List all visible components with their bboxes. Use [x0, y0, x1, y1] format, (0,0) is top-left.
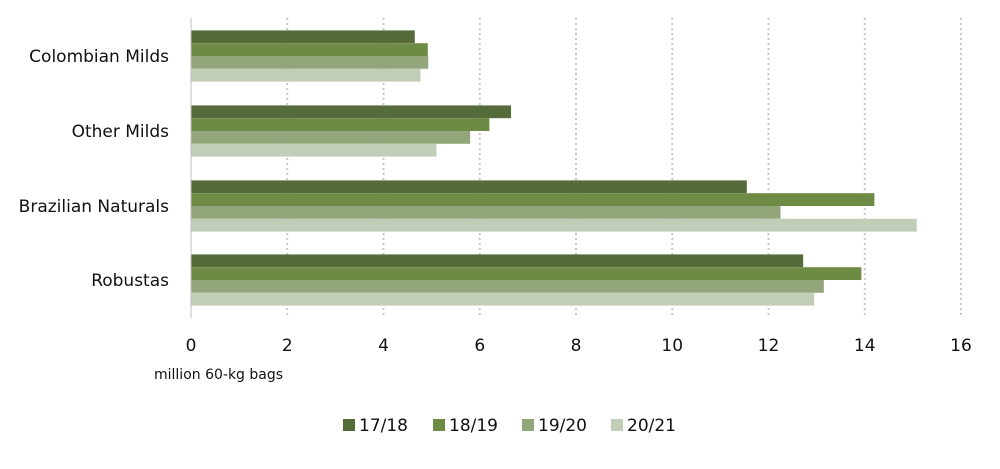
bar-other-milds-18-19: [191, 118, 490, 131]
x-axis-title: million 60-kg bags: [154, 367, 283, 383]
bar-robustas-18-19: [191, 267, 862, 280]
bar-other-milds-19-20: [191, 131, 471, 144]
bar-colombian-milds-20-21: [191, 68, 421, 82]
category-label-robustas: Robustas: [91, 271, 169, 291]
bar-brazilian-naturals-17-18: [191, 180, 747, 194]
category-label-colombian-milds: Colombian Milds: [29, 47, 169, 67]
x-tick-label-4: 4: [378, 336, 389, 356]
x-tick-label-10: 10: [661, 336, 683, 356]
x-tick-label-12: 12: [758, 336, 780, 356]
bar-robustas-19-20: [191, 280, 824, 293]
legend-swatch-17-18: [343, 419, 355, 431]
bar-robustas-20-21: [191, 292, 815, 306]
x-tick-label-14: 14: [854, 336, 876, 356]
bar-robustas-17-18: [191, 254, 804, 268]
legend-label-20-21: 20/21: [627, 416, 676, 436]
x-tick-label-8: 8: [571, 336, 582, 356]
bar-colombian-milds-17-18: [191, 30, 415, 44]
legend-label-17-18: 17/18: [359, 416, 408, 436]
legend-label-18-19: 18/19: [449, 416, 498, 436]
legend-swatch-19-20: [522, 419, 534, 431]
legend-label-19-20: 19/20: [538, 416, 587, 436]
bar-brazilian-naturals-18-19: [191, 193, 875, 206]
x-tick-label-0: 0: [186, 336, 197, 356]
bar-colombian-milds-19-20: [191, 56, 429, 69]
x-tick-label-2: 2: [282, 336, 293, 356]
bar-brazilian-naturals-20-21: [191, 218, 917, 232]
legend-swatch-18-19: [433, 419, 445, 431]
bar-other-milds-20-21: [191, 143, 437, 157]
bar-other-milds-17-18: [191, 105, 512, 119]
category-label-brazilian-naturals: Brazilian Naturals: [19, 197, 169, 217]
category-label-other-milds: Other Milds: [72, 122, 170, 142]
bar-colombian-milds-18-19: [191, 43, 428, 56]
bar-brazilian-naturals-19-20: [191, 206, 781, 219]
x-tick-label-6: 6: [474, 336, 485, 356]
legend-swatch-20-21: [611, 419, 623, 431]
x-tick-label-16: 16: [950, 336, 972, 356]
